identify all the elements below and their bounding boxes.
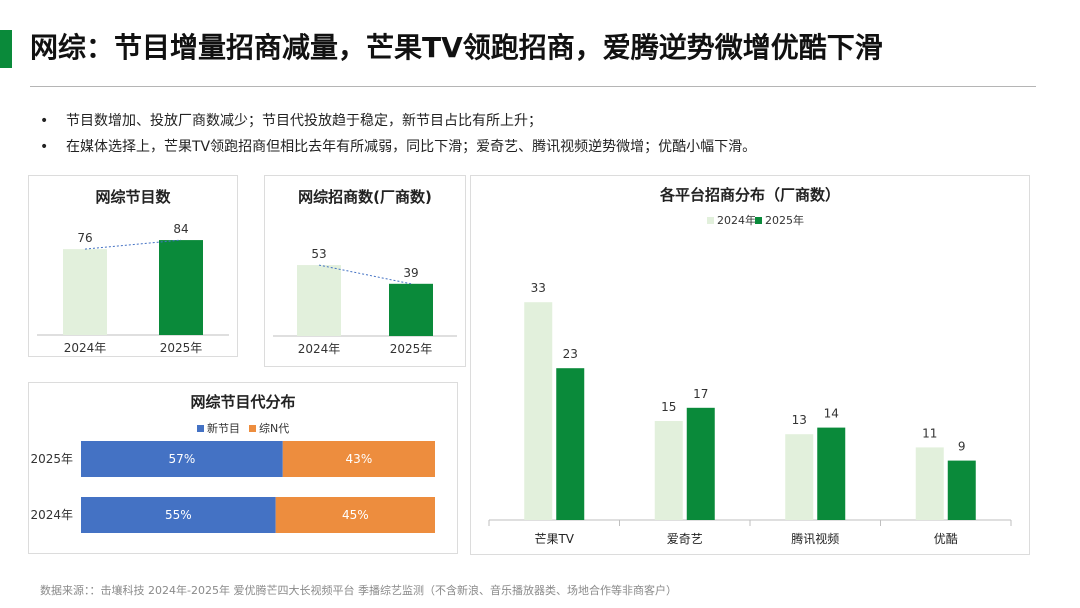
legend-label: 2025年 xyxy=(765,213,804,227)
x-tick-label: 爱奇艺 xyxy=(667,532,703,546)
platform-advertisers-chart: 各平台招商分布（厂商数） 2024年 2025年 33 23 芒果TV 15 17 爱奇艺 13 1… xyxy=(488,186,1012,546)
bullet-marker: • xyxy=(40,139,49,155)
bar xyxy=(524,302,553,520)
y-tick-label: 2024年 xyxy=(30,508,73,522)
x-tick-label: 2024年 xyxy=(298,342,341,356)
data-label: 14 xyxy=(824,407,839,421)
bar xyxy=(785,434,814,520)
data-label: 15 xyxy=(661,400,676,414)
bullet-item: • 在媒体选择上，芒果TV领跑招商但相比去年有所减弱，同比下滑；爱奇艺、腾讯视频逆… xyxy=(40,134,756,160)
data-source-note: 数据来源：：击壤科技 2024年-2025年 爱优腾芒四大长视频平台 季播综艺监… xyxy=(40,584,677,597)
chart-panel-program-count: 网综节目数 76 2024年 84 2025年 xyxy=(28,175,238,357)
data-label: 17 xyxy=(693,387,708,401)
chart-panel-advertiser-count: 网综招商数(厂商数) 53 2024年 39 2025年 xyxy=(264,175,466,367)
data-label: 33 xyxy=(531,281,546,295)
data-label: 84 xyxy=(173,222,188,236)
chart-title: 网综节目代分布 xyxy=(190,393,295,411)
program-count-chart: 网综节目数 76 2024年 84 2025年 xyxy=(37,188,229,355)
data-label: 13 xyxy=(792,413,807,427)
title-accent-bar xyxy=(0,30,12,68)
x-tick-label: 芒果TV xyxy=(534,531,574,546)
bar xyxy=(556,368,585,520)
bar xyxy=(817,427,846,520)
trend-line xyxy=(84,239,182,250)
legend-swatch xyxy=(197,425,204,432)
legend-label: 新节目 xyxy=(207,421,240,435)
data-label: 57% xyxy=(169,452,196,466)
data-label: 11 xyxy=(922,426,937,440)
data-label: 39 xyxy=(403,266,418,280)
bar xyxy=(947,460,976,520)
x-tick-label: 2025年 xyxy=(390,342,433,356)
chart-title: 网综招商数(厂商数) xyxy=(298,188,432,206)
bar-segment xyxy=(282,441,435,477)
data-label: 43% xyxy=(346,452,373,466)
chart-panel-program-generation: 网综节目代分布新节目 综N代 2025年 57% 43% 2024年 55% 45% xyxy=(28,382,458,554)
bar-segment xyxy=(81,441,283,477)
x-tick-label: 2024年 xyxy=(64,341,107,355)
data-label: 9 xyxy=(958,440,966,454)
bar xyxy=(915,447,944,520)
data-label: 76 xyxy=(77,231,92,245)
y-tick-label: 2025年 xyxy=(30,452,73,466)
legend-swatch xyxy=(707,217,714,224)
data-label: 53 xyxy=(311,247,326,261)
bar xyxy=(389,283,433,336)
x-tick-label: 腾讯视频 xyxy=(791,531,839,546)
bar-segment xyxy=(275,497,435,533)
bar xyxy=(686,407,715,520)
data-label: 55% xyxy=(165,508,192,522)
bullet-item: • 节目数增加、投放厂商数减少；节目代投放趋于稳定，新节目占比有所上升； xyxy=(40,108,756,134)
bullet-text: 在媒体选择上，芒果TV领跑招商但相比去年有所减弱，同比下滑；爱奇艺、腾讯视频逆势… xyxy=(66,139,757,155)
data-label: 23 xyxy=(563,347,578,361)
title-divider xyxy=(30,86,1036,87)
chart-panel-platform-advertisers: 各平台招商分布（厂商数） 2024年 2025年 33 23 芒果TV 15 17 爱奇艺 13 1… xyxy=(470,175,1030,555)
legend-swatch xyxy=(249,425,256,432)
bar xyxy=(297,265,341,336)
bar xyxy=(654,421,683,520)
bar-segment xyxy=(81,497,276,533)
bullet-list: • 节目数增加、投放厂商数减少；节目代投放趋于稳定，新节目占比有所上升； • 在媒体… xyxy=(40,108,756,160)
x-tick-label: 优酷 xyxy=(934,532,958,546)
bullet-marker: • xyxy=(40,113,49,129)
bar xyxy=(159,240,203,335)
page-title: 网综：节目增量招商减量，芒果TV领跑招商，爱腾逆势微增优酷下滑 xyxy=(30,31,883,64)
legend-label: 综N代 xyxy=(259,421,289,435)
legend-label: 2024年 xyxy=(717,213,756,227)
x-tick-label: 2025年 xyxy=(160,341,203,355)
bar xyxy=(63,249,107,335)
chart-title: 各平台招商分布（厂商数） xyxy=(659,186,840,204)
bullet-text: 节目数增加、投放厂商数减少；节目代投放趋于稳定，新节目占比有所上升； xyxy=(66,113,542,129)
advertiser-count-chart: 网综招商数(厂商数) 53 2024年 39 2025年 xyxy=(273,188,457,356)
data-label: 45% xyxy=(342,508,369,522)
legend-swatch xyxy=(755,217,762,224)
chart-title: 网综节目数 xyxy=(95,188,171,206)
